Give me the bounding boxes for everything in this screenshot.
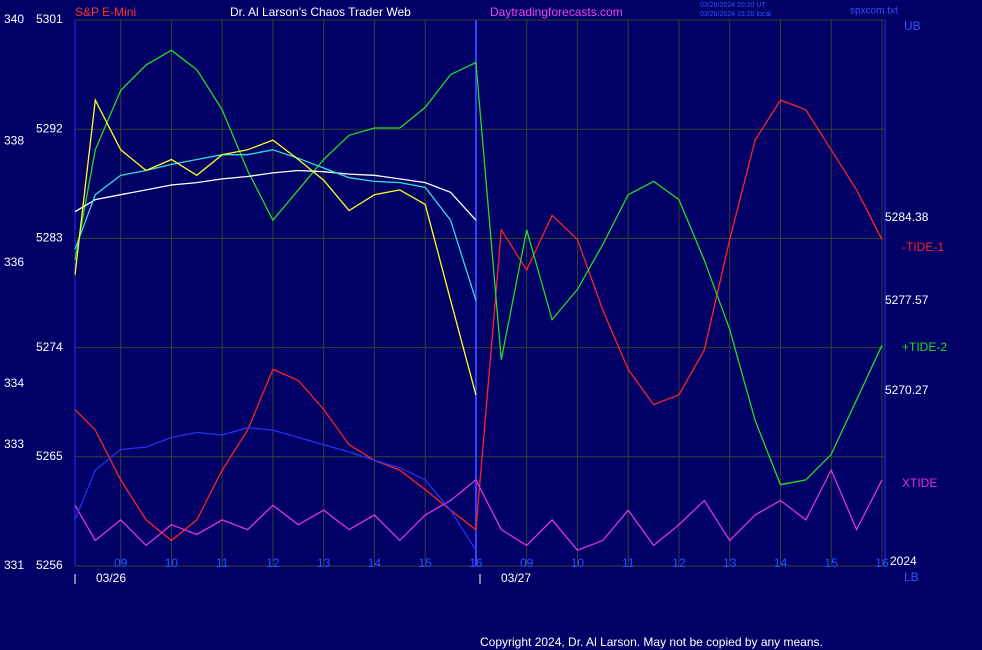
series-line [74, 468, 883, 551]
y2-tick-label: 340 [4, 12, 24, 26]
y-tick-label: 5292 [36, 121, 63, 135]
x-tick-label: 13 [723, 556, 737, 570]
x-tick-label: 15 [419, 556, 433, 570]
timestamp: 03/26/2024 15:20 local [700, 11, 771, 18]
year: 2024 [890, 554, 917, 568]
x-tick-label: 13 [317, 556, 331, 570]
x-tick-label: 10 [571, 556, 585, 570]
legend-label: +TIDE-2 [902, 340, 947, 354]
x-tick-label: 16 [875, 556, 889, 570]
x-tick-label: 11 [622, 556, 635, 570]
y2-tick-label: 336 [4, 255, 24, 269]
y-tick-label: 5301 [36, 12, 63, 26]
value-label: 5277.57 [885, 293, 929, 307]
x-tick-label: 11 [216, 556, 229, 570]
legend-label: -TIDE-1 [902, 240, 944, 254]
value-label: 5270.27 [885, 383, 929, 397]
copyright: Copyright 2024, Dr. Al Larson. May not b… [480, 635, 823, 649]
x-tick-label: 10 [165, 556, 179, 570]
series-line [74, 169, 477, 221]
upper-bound: UB [904, 19, 921, 33]
series-line [74, 97, 477, 396]
y-tick-label: 5256 [36, 558, 63, 572]
y2-tick-label: 338 [4, 134, 24, 148]
timestamp: 03/26/2024 20:20 UT [700, 2, 766, 9]
x-tick-label: 14 [774, 556, 788, 570]
date-label: 03/26 [96, 571, 126, 585]
y2-tick-label: 334 [4, 376, 24, 390]
x-tick-label: 09 [114, 556, 128, 570]
site-url: Daytradingforecasts.com [490, 5, 623, 19]
y2-tick-label: 331 [4, 558, 24, 572]
series-line [74, 99, 883, 542]
y-tick-label: 5265 [36, 449, 63, 463]
y2-tick-label: 333 [4, 437, 24, 451]
x-tick-label: 15 [825, 556, 839, 570]
date-label: 03/27 [501, 571, 531, 585]
x-tick-label: 14 [368, 556, 382, 570]
value-label: 5284.38 [885, 210, 929, 224]
site-title: Dr. Al Larson's Chaos Trader Web [230, 5, 411, 19]
x-tick-label: 12 [672, 556, 686, 570]
x-tick-label: 09 [520, 556, 534, 570]
legend-label: XTIDE [902, 476, 937, 490]
y-tick-label: 5274 [36, 340, 63, 354]
series-line [74, 49, 883, 486]
y-tick-label: 5283 [36, 231, 63, 245]
file-name: spxcom.txt [850, 6, 898, 17]
lower-bound: LB [904, 570, 919, 584]
symbol: S&P E-Mini [75, 5, 136, 19]
series-line [74, 427, 477, 551]
x-tick-label: 12 [266, 556, 280, 570]
series-line [74, 149, 477, 301]
